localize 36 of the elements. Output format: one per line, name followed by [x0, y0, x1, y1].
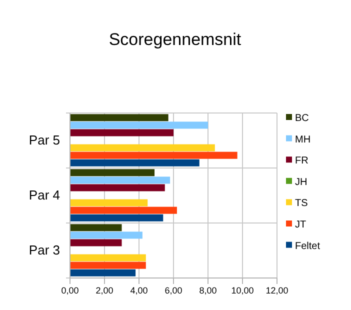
bar — [70, 199, 148, 206]
x-tick-label: 6,00 — [164, 285, 182, 296]
bar — [70, 184, 165, 192]
x-tick-label: 2,00 — [96, 285, 114, 296]
bar — [70, 152, 238, 159]
legend-label: JH — [295, 176, 308, 188]
x-tick-label: 0,00 — [61, 285, 79, 296]
bar — [70, 122, 208, 129]
x-tick-label: 8,00 — [199, 285, 217, 296]
bar — [70, 214, 164, 222]
bar — [70, 129, 174, 136]
x-tick-label: 4,00 — [130, 285, 148, 296]
chart-title: Scoregennemsnit — [108, 30, 242, 49]
bar — [70, 262, 146, 269]
bar — [70, 206, 177, 214]
bar — [70, 176, 170, 184]
bar — [70, 254, 146, 262]
legend-label: JT — [295, 220, 306, 230]
y-tick-label: Par 4 — [28, 188, 60, 203]
bar — [70, 159, 200, 166]
legend-label: MH — [295, 134, 311, 146]
bar — [70, 269, 136, 276]
legend-label: TS — [295, 198, 308, 210]
x-tick-label: 12,00 — [266, 285, 288, 296]
x-tick-label: 10,00 — [231, 285, 254, 296]
bar — [70, 232, 142, 239]
y-tick-label: Par 5 — [28, 132, 60, 148]
bar — [70, 144, 215, 152]
legend-label: BC — [295, 113, 309, 124]
bar — [70, 224, 122, 232]
bar — [70, 114, 168, 122]
bar — [70, 239, 122, 246]
legend-label: FR — [295, 156, 308, 167]
y-tick-label: Par 3 — [28, 242, 60, 258]
bar — [70, 169, 155, 176]
legend-label: Feltet — [295, 240, 320, 252]
